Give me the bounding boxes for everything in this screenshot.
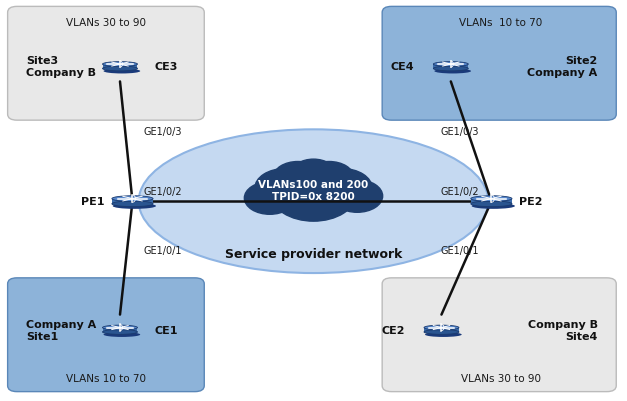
Text: Company B
Site4: Company B Site4	[527, 319, 598, 341]
Ellipse shape	[424, 330, 459, 334]
FancyBboxPatch shape	[424, 328, 459, 332]
FancyBboxPatch shape	[382, 278, 616, 392]
Text: GE1/0/2: GE1/0/2	[144, 186, 182, 196]
Text: VLANs 30 to 90: VLANs 30 to 90	[461, 373, 540, 383]
Ellipse shape	[113, 204, 156, 209]
Circle shape	[245, 182, 295, 215]
Circle shape	[273, 162, 322, 194]
FancyBboxPatch shape	[102, 328, 137, 332]
Text: Site2
Company A: Site2 Company A	[527, 56, 598, 78]
Circle shape	[292, 160, 335, 188]
FancyBboxPatch shape	[433, 65, 468, 69]
Text: GE1/0/1: GE1/0/1	[440, 245, 479, 255]
Circle shape	[256, 180, 302, 209]
Text: VLANs100 and 200
TPID=0x 8200: VLANs100 and 200 TPID=0x 8200	[258, 180, 369, 201]
Text: CE4: CE4	[391, 62, 414, 72]
Ellipse shape	[433, 67, 468, 72]
Circle shape	[325, 178, 371, 207]
Ellipse shape	[103, 69, 140, 74]
Ellipse shape	[139, 130, 488, 273]
Ellipse shape	[102, 325, 137, 330]
Ellipse shape	[471, 201, 512, 207]
Ellipse shape	[102, 330, 137, 334]
Text: VLANs  10 to 70: VLANs 10 to 70	[459, 18, 542, 28]
Text: VLANs 30 to 90: VLANs 30 to 90	[66, 18, 145, 28]
Ellipse shape	[425, 332, 461, 337]
Ellipse shape	[424, 325, 459, 330]
Text: PE1: PE1	[82, 197, 105, 207]
FancyBboxPatch shape	[112, 199, 153, 204]
Text: VLANs 10 to 70: VLANs 10 to 70	[66, 373, 145, 383]
FancyBboxPatch shape	[102, 65, 137, 69]
Text: CE2: CE2	[382, 325, 405, 335]
Text: GE1/0/3: GE1/0/3	[144, 127, 182, 137]
FancyBboxPatch shape	[8, 7, 204, 121]
FancyBboxPatch shape	[8, 278, 204, 392]
Ellipse shape	[472, 204, 515, 209]
Ellipse shape	[471, 196, 512, 202]
Text: CE1: CE1	[154, 325, 178, 335]
Ellipse shape	[112, 201, 153, 207]
Ellipse shape	[433, 63, 468, 67]
Circle shape	[271, 168, 356, 222]
Text: PE2: PE2	[519, 197, 542, 207]
Circle shape	[311, 169, 372, 208]
Text: GE1/0/1: GE1/0/1	[144, 245, 182, 255]
Circle shape	[332, 180, 382, 213]
Circle shape	[255, 169, 316, 208]
Text: Service provider network: Service provider network	[225, 248, 402, 261]
FancyBboxPatch shape	[382, 7, 616, 121]
Ellipse shape	[102, 67, 137, 72]
Text: GE1/0/2: GE1/0/2	[440, 186, 479, 196]
Ellipse shape	[103, 332, 140, 337]
Text: Company A
Site1: Company A Site1	[26, 319, 97, 341]
Text: GE1/0/3: GE1/0/3	[440, 127, 479, 137]
Text: Site3
Company B: Site3 Company B	[26, 56, 97, 78]
Ellipse shape	[102, 63, 137, 67]
Ellipse shape	[112, 196, 153, 202]
Text: CE3: CE3	[154, 62, 177, 72]
Circle shape	[305, 162, 354, 194]
FancyBboxPatch shape	[471, 199, 512, 204]
Ellipse shape	[435, 69, 471, 74]
